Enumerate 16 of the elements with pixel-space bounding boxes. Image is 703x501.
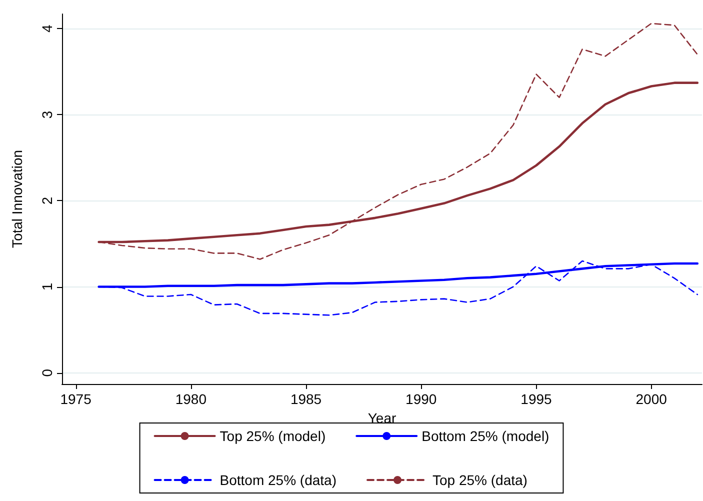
legend-label: Top 25% (data) <box>432 472 528 488</box>
y-tick-label: 1 <box>39 282 55 291</box>
legend-label: Bottom 25% (model) <box>422 428 550 444</box>
y-axis-title: Total Innovation <box>9 150 25 248</box>
y-tick-label: 4 <box>39 24 55 33</box>
x-tick-label: 2000 <box>636 391 668 407</box>
x-tick-label: 1995 <box>520 391 552 407</box>
y-tick-label: 3 <box>39 110 55 119</box>
legend-label: Bottom 25% (data) <box>220 472 337 488</box>
y-tick-label: 0 <box>39 368 55 377</box>
x-tick-label: 1975 <box>60 391 92 407</box>
legend-label: Top 25% (model) <box>220 428 326 444</box>
x-tick-label: 1990 <box>406 391 437 407</box>
x-tick-label: 1985 <box>290 391 322 407</box>
y-tick-label: 2 <box>39 196 55 205</box>
x-tick-label: 1980 <box>175 391 207 407</box>
